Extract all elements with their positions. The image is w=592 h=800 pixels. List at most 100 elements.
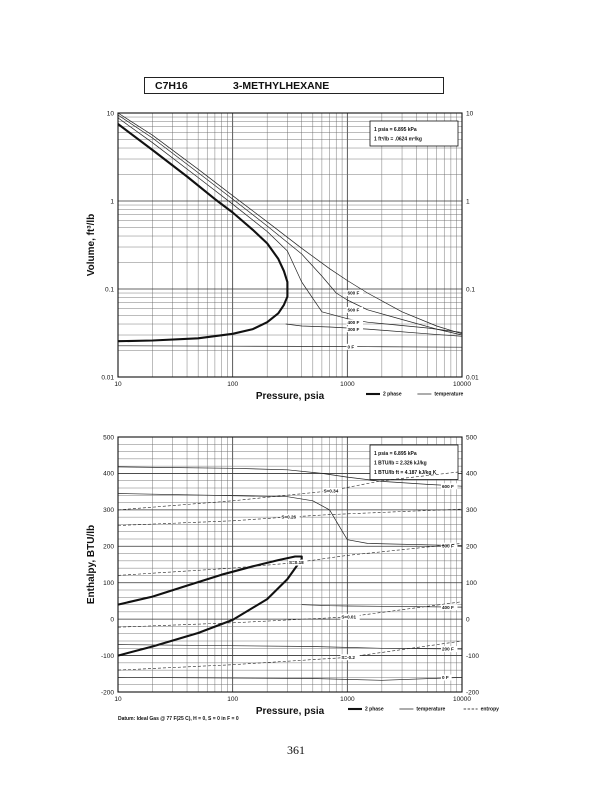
chart2-curve-label: 400 F <box>442 605 454 610</box>
chart2-curve-label-bg <box>340 654 360 661</box>
chart2-legend-entry: temperature <box>416 707 445 713</box>
chart1-legend-entry: temperature <box>434 392 463 398</box>
chart1-isotherm-line <box>367 309 463 336</box>
chart1-curve-label: 0 F <box>348 344 355 349</box>
chart2-y-tick-label-right: 300 <box>466 507 477 514</box>
chart2-curve-label-bg <box>441 646 458 653</box>
chart1-x-tick-label: 10000 <box>453 381 471 388</box>
chart2-isotherm-line <box>117 493 463 546</box>
chart2-conversion-text: 1 BTU/lb ft = 4.187 kJ/kg K <box>374 470 437 476</box>
chart2-x-tick-label: 1000 <box>340 696 355 703</box>
chart1-x-axis-label: Pressure, psia <box>256 391 325 402</box>
chart1-isotherm-line <box>367 292 463 335</box>
page-number: 361 <box>287 743 305 757</box>
chart1-y-tick-label-right: 1 <box>466 198 470 205</box>
chart1-curve-label-bg <box>346 326 364 333</box>
chart2-y-tick-label: 200 <box>103 544 114 551</box>
compound-name: 3-METHYLHEXANE <box>233 80 330 92</box>
chart1-isotherm-line <box>367 321 463 333</box>
chart2-x-tick-label: 100 <box>227 696 238 703</box>
chart2-y-tick-label: -200 <box>101 689 114 696</box>
chart2-conversion-text: 1 BTU/lb = 2.326 kJ/kg <box>374 461 427 467</box>
compound-header: C7H16 3-METHYLHEXANE <box>144 77 444 94</box>
chart2-curve-label: 0 F <box>442 675 449 680</box>
chart2-isotherm-line <box>301 604 463 608</box>
chart2-curve-label-bg <box>441 542 458 549</box>
chart2-y-tick-label: 0 <box>110 616 114 623</box>
chart2-y-axis-label: Enthalpy, BTU/lb <box>86 525 97 604</box>
chart2-legend-entry: entropy <box>481 707 500 713</box>
chart2-curve-label: S=-0.2 <box>341 655 355 660</box>
chart1-conversion-text: 1 ft³/lb = .0624 m³/kg <box>374 137 422 143</box>
chart1-isotherm-line <box>367 328 463 337</box>
chart1-y-tick-label: 10 <box>107 110 115 117</box>
chart1-conversion-box <box>369 120 459 147</box>
chart2-y-tick-label-right: 100 <box>466 580 477 587</box>
chart2-curve-label: S=0.26 <box>281 515 296 520</box>
chart2-curve-label: S=0.01 <box>341 614 356 619</box>
chart1-y-tick-label-right: 0.1 <box>466 286 475 293</box>
chart2-curve-label-bg <box>441 604 458 611</box>
chart1-y-tick-label-right: 0.01 <box>466 374 479 381</box>
chart2-conversion-box <box>369 444 459 480</box>
chart1-curve-label: 500 F <box>348 308 360 313</box>
chart2-entropy-line <box>117 508 463 526</box>
chart2-y-tick-label-right: -100 <box>466 653 479 660</box>
chart2-x-tick-label: 10000 <box>453 696 471 703</box>
compound-formula: C7H16 <box>155 80 188 92</box>
chart2-conversion-text: 1 psia = 6.895 kPa <box>374 451 417 457</box>
chart1-curve-label: 600 F <box>348 291 360 296</box>
chart2-curve-label-bg <box>441 674 452 681</box>
chart2-two-phase-dome <box>117 555 303 657</box>
chart2-curve-label: 200 F <box>442 647 454 652</box>
chart1-legend-entry: 2 phase <box>383 392 402 398</box>
chart2-x-tick-label: 10 <box>114 696 122 703</box>
chart1-curve-label-bg <box>346 319 364 326</box>
chart2-curve-label: S=0.34 <box>324 488 339 493</box>
chart1-isotherm-line <box>117 117 368 323</box>
chart2-curve-label: 600 F <box>442 484 454 489</box>
chart2-y-tick-label: 100 <box>103 580 114 587</box>
chart1-x-tick-label: 1000 <box>340 381 355 388</box>
chart1-curve-label-bg <box>346 306 364 313</box>
chart2-isotherm-line <box>117 677 463 681</box>
chart2-x-axis-label: Pressure, psia <box>256 706 325 717</box>
chart2-y-tick-label-right: 400 <box>466 471 477 478</box>
chart2-curve-label-bg <box>288 559 308 566</box>
chart2-isotherm-line <box>117 466 463 487</box>
chart2-y-tick-label-right: 0 <box>466 616 470 623</box>
chart1-two-phase-dome <box>117 123 289 343</box>
chart2-curve-label: 500 F <box>442 543 454 548</box>
chart1-conversion-text: 1 psia = 6.895 kPa <box>374 127 417 133</box>
chart2-plot-frame <box>117 436 463 693</box>
chart2-curve-label-bg <box>441 483 458 490</box>
chart1-isotherm-line <box>117 345 368 348</box>
chart2-isotherm-line <box>117 644 463 650</box>
chart2-y-tick-label: 400 <box>103 471 114 478</box>
chart2-legend-entry: 2 phase <box>365 707 384 713</box>
chart2-y-tick-label: -100 <box>101 653 114 660</box>
chart1-y-tick-label: 0.01 <box>101 374 114 381</box>
chart1-x-tick-label: 10 <box>114 381 122 388</box>
chart1-y-tick-label-right: 10 <box>466 110 474 117</box>
chart2-curve-label-bg <box>340 613 360 620</box>
chart2-entropy-line <box>117 640 463 671</box>
chart2-entropy-line <box>117 601 463 628</box>
chart1-isotherm-line <box>117 114 368 311</box>
chart1-y-tick-label: 1 <box>110 198 114 205</box>
chart1-y-tick-label: 0.1 <box>105 286 114 293</box>
chart1-curve-label: 400 F <box>348 320 360 325</box>
chart2-y-tick-label: 300 <box>103 507 114 514</box>
chart2-datum-footnote: Datum: Ideal Gas @ 77 F(25 C), H = 0, S … <box>118 716 239 722</box>
chart1-x-tick-label: 100 <box>227 381 238 388</box>
chart1-isotherm-line <box>367 346 463 348</box>
chart2-y-tick-label-right: 200 <box>466 544 477 551</box>
chart2-y-tick-label-right: 500 <box>466 434 477 441</box>
chart1-plot-frame <box>117 112 463 378</box>
chart2-y-tick-label-right: -200 <box>466 689 479 696</box>
chart2-curve-label-bg <box>322 487 342 494</box>
chart1-isotherm-line <box>117 112 368 294</box>
chart1-y-axis-label: Volume, ft³/lb <box>86 214 97 277</box>
chart2-curve-label-bg <box>280 514 300 521</box>
